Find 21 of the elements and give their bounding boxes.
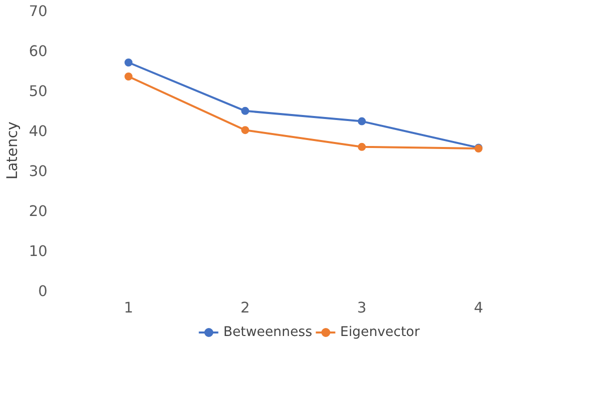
x-tick-label: 4 [474,300,484,316]
point [124,72,132,80]
y-tick-label: 60 [28,43,48,60]
point [124,58,132,66]
point [241,126,250,134]
legend-label: Betweenness [223,324,312,340]
y-axis-title: Latency [4,121,21,180]
y-tick-label: 40 [28,123,48,140]
x-tick-label: 1 [124,300,134,316]
y-tick-label: 70 [28,3,48,20]
point [358,142,366,151]
point [241,106,250,115]
legend-label: Eigenvector [340,324,420,340]
point [358,117,366,126]
y-tick-label: 50 [28,83,48,100]
y-tick-label: 20 [28,203,48,220]
y-tick-label: 0 [38,283,48,300]
y-tick-label: 30 [28,163,48,180]
x-tick-label: 2 [240,300,250,316]
x-tick-label: 3 [357,300,366,316]
y-tick-label: 10 [28,243,48,260]
